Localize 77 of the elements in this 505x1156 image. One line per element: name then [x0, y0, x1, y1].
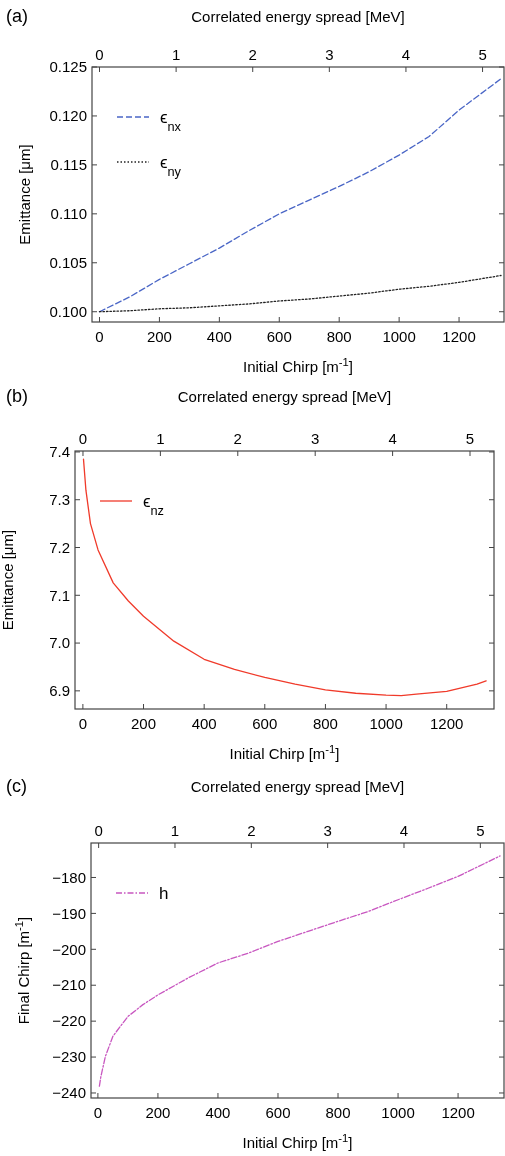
chart-title: (c) [6, 776, 27, 796]
x-tick-label: 200 [145, 1104, 171, 1121]
x-tick-label: 800 [325, 1104, 351, 1121]
chart-title: (b) [6, 386, 28, 406]
x-tick-label: 0 [78, 715, 88, 732]
x-tick-label: 200 [146, 328, 172, 345]
x2-tick-label: 2 [233, 430, 242, 447]
y-tick-label: 7.0 [49, 634, 70, 652]
x2-axis-title: Correlated energy spread [MeV] [190, 778, 405, 795]
y-tick-label: 6.9 [49, 682, 70, 700]
x2-axis-title: Correlated energy spread [MeV] [191, 8, 405, 25]
x-tick-label: 1000 [382, 328, 416, 345]
x-tick-label: 600 [266, 328, 292, 345]
x-axis-title: Initial Chirp [m$^{-1}$] [242, 1132, 353, 1151]
x2-tick-label: 3 [323, 822, 332, 839]
y-tick-label: −220 [52, 1012, 86, 1030]
x2-tick-label: 2 [248, 46, 257, 63]
legend-label: h [159, 883, 169, 903]
x2-tick-label: 0 [94, 822, 103, 839]
x-tick-label: 1000 [381, 1104, 415, 1121]
line-series [98, 274, 502, 313]
x2-tick-label: 0 [78, 430, 88, 447]
y-tick-label: −230 [52, 1048, 86, 1066]
x2-tick-label: 2 [247, 822, 256, 839]
x-tick-label: 400 [206, 328, 232, 345]
x2-tick-label: 4 [399, 822, 409, 839]
line-series [98, 855, 501, 1087]
legend-label: ϵ$_{nz}$ [143, 491, 164, 518]
x-tick-label: 400 [205, 1104, 231, 1121]
y-tick-label: 7.2 [49, 538, 70, 556]
x2-axis-title: Correlated energy spread [MeV] [177, 388, 392, 405]
x-tick-label: 200 [131, 715, 157, 732]
y-tick-label: 0.100 [49, 302, 87, 320]
x2-tick-label: 1 [171, 46, 181, 63]
x-tick-label: 1200 [442, 328, 476, 345]
x2-tick-label: 3 [311, 430, 320, 447]
y-tick-label: −240 [52, 1084, 86, 1102]
x-tick-label: 600 [252, 715, 278, 732]
x-tick-label: 600 [265, 1104, 291, 1121]
x2-tick-label: 1 [170, 822, 180, 839]
y-tick-label: 0.110 [50, 205, 87, 223]
line-series [98, 78, 502, 313]
chart-title: (a) [6, 6, 28, 26]
y-tick-label: −210 [52, 976, 86, 994]
x2-tick-label: 5 [478, 46, 487, 63]
x2-tick-label: 4 [401, 46, 411, 63]
y-tick-label: 0.115 [50, 156, 87, 174]
y-tick-label: 0.125 [49, 58, 87, 76]
x2-tick-label: 5 [465, 430, 475, 447]
x-axis-title: Initial Chirp [m$^{-1}$] [242, 356, 354, 375]
x-tick-label: 800 [326, 328, 352, 345]
y-tick-label: −190 [52, 904, 86, 922]
y-tick-label: −180 [52, 868, 86, 886]
y-tick-label: 0.105 [49, 254, 87, 272]
x2-tick-label: 4 [388, 430, 397, 447]
legend-label: ϵ$_{ny}$ [160, 152, 182, 179]
y-tick-label: −200 [52, 940, 86, 958]
x-tick-label: 0 [93, 1104, 103, 1121]
y-tick-label: 7.4 [49, 443, 70, 461]
x-tick-label: 1000 [369, 715, 403, 732]
legend-label: ϵ$_{nx}$ [160, 107, 182, 134]
x-tick-label: 800 [312, 715, 338, 732]
y-axis-title: Emittance [μm] [16, 144, 33, 245]
x2-tick-label: 3 [325, 46, 334, 63]
y-tick-label: 7.1 [49, 586, 70, 604]
x2-tick-label: 1 [156, 430, 165, 447]
y-axis-title: Emittance [μm] [0, 529, 16, 631]
x-tick-label: 1200 [441, 1104, 475, 1121]
y-tick-label: 0.120 [49, 107, 87, 125]
line-series [82, 458, 487, 697]
x-tick-label: 400 [191, 715, 217, 732]
x2-tick-label: 0 [95, 46, 104, 63]
x2-tick-label: 5 [476, 822, 485, 839]
x-tick-label: 0 [95, 328, 104, 345]
y-tick-label: 7.3 [49, 490, 70, 508]
x-axis-title: Initial Chirp [m$^{-1}$] [229, 743, 340, 762]
x-tick-label: 1200 [430, 715, 464, 732]
